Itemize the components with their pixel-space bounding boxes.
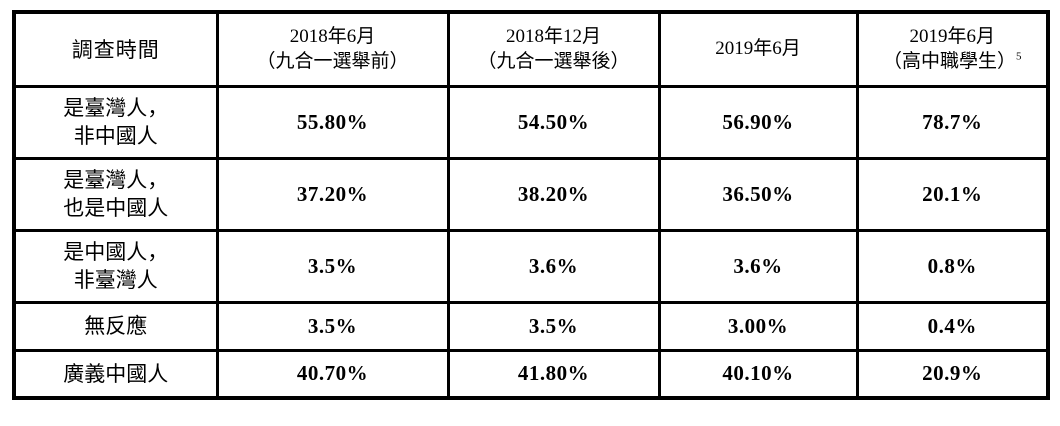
header-cell-2018-06: 2018年6月 （九合一選舉前）: [215, 10, 450, 88]
percent-value: 3.5%: [307, 253, 358, 278]
row-label-cell: 是臺灣人， 非中國人: [12, 84, 219, 160]
row-label-line1: 是中國人，: [63, 239, 169, 264]
row-label-cell: 無反應: [12, 300, 219, 352]
percent-value: 37.20%: [296, 181, 369, 206]
header-cell-2018-12: 2018年12月 （九合一選舉後）: [446, 10, 661, 88]
value-cell: 0.4%: [855, 300, 1050, 352]
header-cell-survey-time: 調查時間: [12, 10, 219, 88]
row-label-line2: 非中國人: [73, 124, 158, 148]
footnote-superscript: 5: [1016, 50, 1022, 63]
value-cell: 3.6%: [446, 228, 661, 304]
header-line2: （高中職學生）5: [863, 49, 1043, 75]
percent-value: 3.6%: [733, 253, 783, 278]
header-row: 調查時間 2018年6月 （九合一選舉前） 2018年12月 （九合一選舉後） …: [12, 10, 1050, 88]
row-label-line1: 是臺灣人，: [63, 95, 169, 120]
value-cell: 20.9%: [855, 348, 1050, 400]
percent-value: 36.50%: [722, 181, 794, 206]
percent-value: 38.20%: [517, 181, 590, 206]
identity-survey-table: 調查時間 2018年6月 （九合一選舉前） 2018年12月 （九合一選舉後） …: [12, 10, 1050, 400]
value-cell: 78.7%: [855, 84, 1050, 160]
header-line1: 2018年6月: [289, 25, 376, 47]
value-cell: 37.20%: [215, 156, 450, 232]
percent-value: 3.00%: [727, 313, 789, 338]
table-row-no-response: 無反應 3.5% 3.5% 3.00% 0.4%: [12, 300, 1050, 352]
row-label-cell: 是中國人， 非臺灣人: [12, 228, 219, 304]
percent-value: 0.4%: [927, 313, 977, 338]
row-label-cell: 廣義中國人: [12, 348, 219, 400]
row-label-line2: 也是中國人: [63, 196, 169, 220]
table-row-taiwanese-not-chinese: 是臺灣人， 非中國人 55.80% 54.50% 56.90% 78.7%: [12, 84, 1050, 160]
percent-value: 78.7%: [922, 109, 983, 134]
header-label: 調查時間: [71, 38, 160, 63]
percent-value: 0.8%: [927, 253, 977, 278]
table-row-taiwanese-and-chinese: 是臺灣人， 也是中國人 37.20% 38.20% 36.50% 20.1%: [12, 156, 1050, 232]
value-cell: 3.00%: [657, 300, 859, 352]
value-cell: 3.5%: [215, 228, 450, 304]
row-label-cell: 是臺灣人， 也是中國人: [12, 156, 219, 232]
percent-value: 40.10%: [722, 361, 794, 386]
percent-value: 56.90%: [722, 109, 794, 134]
value-cell: 41.80%: [446, 348, 661, 400]
percent-value: 3.5%: [528, 313, 579, 338]
percent-value: 55.80%: [296, 109, 369, 134]
percent-value: 41.80%: [517, 361, 590, 386]
header-line1: 2019年6月: [909, 25, 995, 47]
value-cell: 40.70%: [215, 348, 450, 400]
value-cell: 54.50%: [446, 84, 661, 160]
percent-value: 3.5%: [307, 313, 358, 338]
table-row-broad-chinese: 廣義中國人 40.70% 41.80% 40.10% 20.9%: [12, 348, 1050, 400]
table-row-chinese-not-taiwanese: 是中國人， 非臺灣人 3.5% 3.6% 3.6% 0.8%: [12, 228, 1050, 304]
value-cell: 36.50%: [657, 156, 859, 232]
value-cell: 3.5%: [215, 300, 450, 352]
header-line1: 2018年12月: [505, 25, 601, 47]
value-cell: 3.5%: [446, 300, 661, 352]
value-cell: 38.20%: [446, 156, 661, 232]
header-cell-2019-06: 2019年6月: [657, 10, 859, 88]
header-cell-2019-06-students: 2019年6月 （高中職學生）5: [855, 10, 1050, 88]
percent-value: 20.9%: [922, 361, 983, 386]
row-label-line1: 廣義中國人: [63, 361, 169, 386]
value-cell: 0.8%: [855, 228, 1050, 304]
value-cell: 20.1%: [855, 156, 1050, 232]
row-label-line1: 是臺灣人，: [63, 167, 169, 192]
row-label-line1: 無反應: [84, 313, 148, 338]
header-line2-text: （高中職學生）: [882, 51, 1016, 73]
header-line2: （九合一選舉前）: [256, 51, 409, 73]
percent-value: 20.1%: [922, 181, 983, 206]
value-cell: 56.90%: [657, 84, 859, 160]
row-label-line2: 非臺灣人: [73, 268, 158, 292]
percent-value: 40.70%: [296, 361, 369, 386]
value-cell: 55.80%: [215, 84, 450, 160]
value-cell: 3.6%: [657, 228, 859, 304]
percent-value: 3.6%: [528, 253, 579, 278]
header-line1: 2019年6月: [715, 38, 801, 60]
header-line2: （九合一選舉後）: [477, 51, 630, 73]
value-cell: 40.10%: [657, 348, 859, 400]
percent-value: 54.50%: [517, 109, 590, 134]
